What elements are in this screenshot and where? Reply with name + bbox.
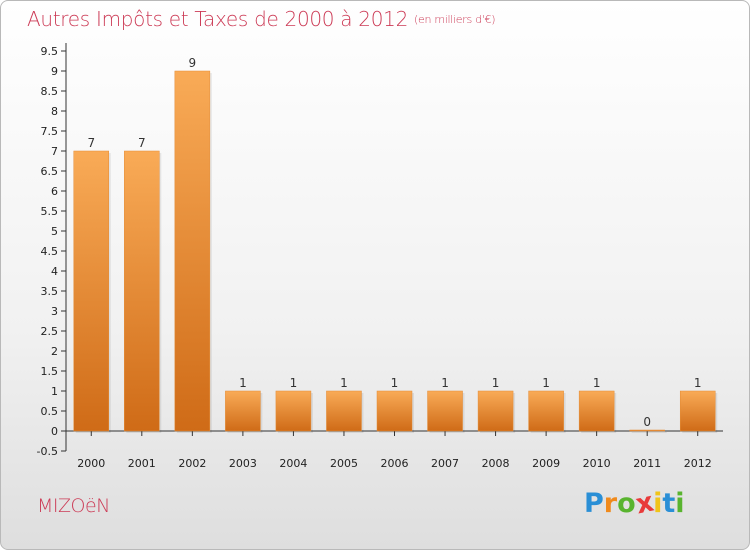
value-label: 1	[290, 376, 298, 390]
bar	[578, 390, 615, 432]
x-axis: 2000 2001 2002 2003 2004 2005 2006 2007 2008 2009…	[66, 430, 723, 470]
x-tick-label: 2003	[229, 457, 257, 470]
y-tick-label: 4.5	[41, 245, 59, 258]
x-tick-label: 2007	[431, 457, 459, 470]
value-label: 1	[340, 376, 348, 390]
value-label: 7	[138, 136, 146, 150]
x-tick-label: 2002	[178, 457, 206, 470]
bar	[427, 390, 463, 432]
bar	[528, 390, 564, 432]
y-axis: -0.5 0 0.5 1 1.5 2 2.5 3 3.5 4 4.5 5 5.5 6 6.5 7 7.5 8 8.5…	[37, 43, 67, 458]
value-label: 7	[87, 136, 95, 150]
value-label: 1	[593, 376, 601, 390]
unit-label: (en milliers d'€)	[414, 13, 496, 26]
y-tick-label: 4	[51, 265, 58, 278]
value-label: 1	[239, 376, 247, 390]
logo-letter: o	[617, 488, 636, 519]
y-tick-label: 7.5	[41, 125, 59, 138]
y-tick-label: 0.5	[41, 405, 59, 418]
x-tick-label: 2006	[381, 457, 409, 470]
commune-name: MIZOëN	[37, 495, 110, 517]
y-tick-label: 5.5	[41, 205, 59, 218]
y-tick-label: 9	[51, 65, 58, 78]
bar	[477, 390, 514, 432]
y-tick-label: 5	[51, 225, 58, 238]
x-tick-label: 2000	[77, 457, 105, 470]
y-tick-label: 1	[51, 385, 58, 398]
x-tick-label: 2001	[128, 457, 156, 470]
x-tick-label: 2011	[633, 457, 661, 470]
bar	[73, 150, 110, 432]
logo-letter: r	[603, 488, 618, 519]
bar	[376, 390, 413, 432]
y-tick-label: 1.5	[41, 365, 59, 378]
y-tick-label: 9.5	[41, 45, 59, 58]
x-tick-label: 2005	[330, 457, 358, 470]
logo-letter: t	[662, 488, 676, 519]
chart-title: Autres Impôts et Taxes de 2000 à 2012 (en…	[27, 7, 495, 31]
bar	[174, 70, 211, 432]
x-tick-label: 2008	[482, 457, 510, 470]
x-tick-label: 2010	[583, 457, 611, 470]
logo-letter: P	[584, 488, 604, 519]
logo-letter: i	[675, 488, 685, 519]
bar-shadow	[631, 432, 667, 433]
y-tick-label: 8.5	[41, 85, 59, 98]
y-tick-label: 0	[51, 425, 58, 438]
value-label: 1	[542, 376, 550, 390]
value-label: 0	[643, 415, 651, 429]
bar	[326, 390, 362, 432]
value-label: 9	[189, 56, 197, 70]
value-label: 1	[391, 376, 399, 390]
y-tick-label: 6	[51, 185, 58, 198]
bar	[679, 390, 716, 432]
y-tick-label: 3.5	[41, 285, 59, 298]
bar	[124, 150, 160, 432]
y-tick-label: 2.5	[41, 325, 59, 338]
bar	[225, 390, 261, 432]
logo-letter: i	[653, 488, 663, 519]
y-tick-label: 3	[51, 305, 58, 318]
proxiti-logo[interactable]: Proxiti	[584, 487, 685, 521]
x-tick-label: 2009	[532, 457, 560, 470]
x-tick-label: 2012	[684, 457, 712, 470]
y-tick-label: 6.5	[41, 165, 59, 178]
value-label: 1	[492, 376, 500, 390]
title-text: Autres Impôts et Taxes de 2000 à 2012	[27, 7, 408, 31]
y-tick-label: 2	[51, 345, 58, 358]
value-labels: 7 791 1 1 1 1 1 1 101	[87, 56, 701, 429]
y-tick-label: -0.5	[37, 445, 58, 458]
bar	[629, 429, 665, 432]
value-label: 1	[441, 376, 449, 390]
value-label: 1	[694, 376, 702, 390]
y-tick-label: 8	[51, 105, 58, 118]
bar	[275, 390, 312, 432]
x-tick-label: 2004	[279, 457, 307, 470]
bars	[73, 70, 718, 433]
y-tick-label: 7	[51, 145, 58, 158]
